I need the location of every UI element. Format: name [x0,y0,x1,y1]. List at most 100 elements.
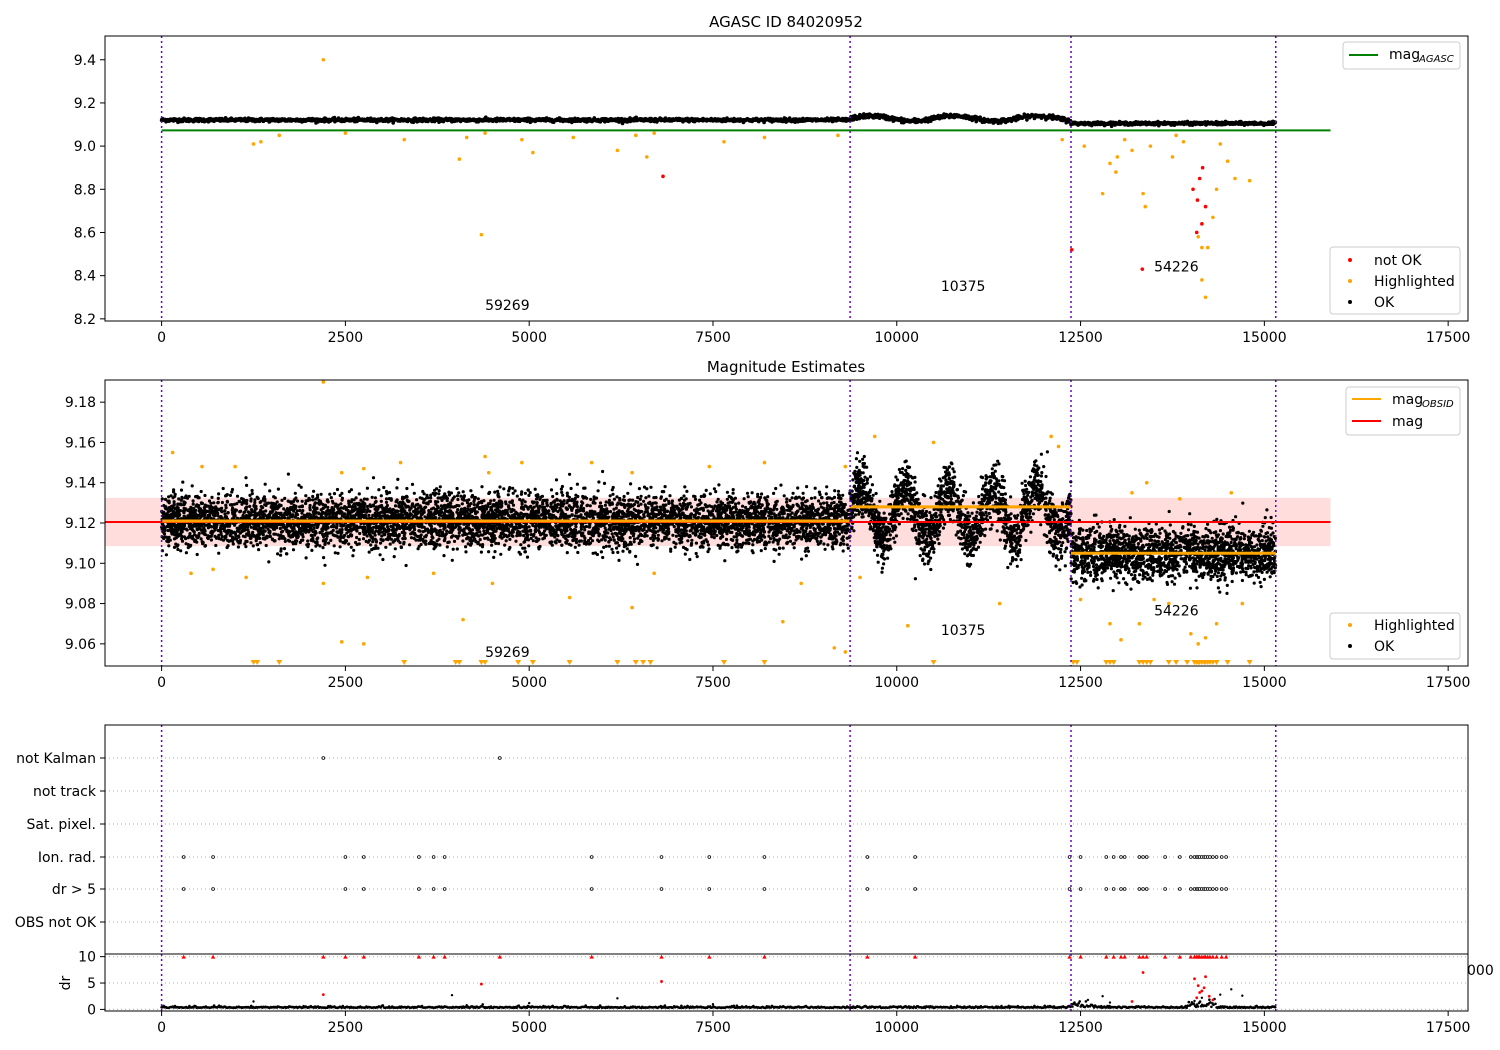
ok-point [450,558,454,562]
ok-point [464,550,468,554]
highlighted-point [464,135,469,140]
highlighted-point [1082,144,1087,148]
ok-point [659,496,663,500]
panel-1-ytick-label: 8.6 [74,225,96,241]
ok-point [612,497,617,501]
ok-point [335,487,340,492]
ok-point [805,485,809,489]
obsid-label: 59269 [485,298,530,314]
highlighted-point [1114,170,1118,174]
ok-point [365,497,369,501]
ok-point [833,527,837,531]
ok-point [734,502,738,506]
ok-point [351,554,355,558]
ok-point [746,495,750,499]
ok-point [311,498,315,502]
ok-point [443,492,447,496]
not-ok-point [1197,176,1202,181]
ok-point [323,563,327,567]
ok-point [472,503,476,507]
ok-point [801,491,805,495]
ok-point [459,494,463,498]
ok-point [580,500,584,504]
highlighted-point [1233,176,1237,181]
ok-point [377,488,381,492]
legend-status-label: Highlighted [1374,274,1455,290]
ok-point [321,532,325,537]
ok-point [837,532,842,536]
not-ok-point [1194,230,1199,235]
highlighted-point [1200,245,1204,250]
ok-point [725,490,730,494]
ok-point [220,500,224,505]
ok-point [790,496,794,500]
ok-point [209,538,213,542]
ok-point [782,494,786,498]
panel-1-title: AGASC ID 84020952 [709,13,863,31]
ok-point [662,510,667,514]
ok-point [460,502,464,506]
ok-point [730,546,734,550]
ok-point [751,543,755,547]
ok-point [283,537,287,541]
highlighted-point [343,131,348,135]
ok-point [841,549,845,553]
highlighted-point [615,148,620,153]
ok-point [926,120,930,124]
highlighted-point [1214,187,1219,192]
ok-point [415,498,419,502]
ok-point [635,562,640,567]
ok-point [577,543,581,547]
ok-point [371,476,376,480]
ok-point [826,543,830,547]
ok-point [417,544,421,548]
panel-1-ytick-label: 8.8 [74,182,96,198]
ok-point [671,533,675,537]
ok-point [326,505,330,509]
highlighted-point [1174,133,1178,138]
ok-point [519,543,523,547]
ok-point [559,487,564,491]
ok-point [191,499,195,503]
ok-point [401,537,405,541]
ok-point [531,508,535,512]
ok-point [796,486,800,490]
ok-point [643,532,647,536]
ok-point [437,489,441,493]
ok-point [694,541,699,545]
ok-point [772,531,776,535]
ok-point [632,540,636,544]
ok-point [216,501,220,505]
ok-point [504,502,508,506]
ok-point [267,560,271,564]
ok-point [813,527,817,532]
ok-point [583,486,587,490]
highlighted-point [633,133,638,138]
ok-point [279,553,283,557]
ok-point [358,531,362,536]
ok-point [535,497,539,501]
ok-point [388,542,392,546]
not-ok-point [1200,165,1205,170]
ok-point [464,545,468,549]
highlighted-point [1170,155,1175,159]
highlighted-point [1181,139,1186,144]
ok-point [184,551,188,555]
not-ok-point [1195,198,1200,202]
panel-1-xtick-label: 2500 [328,330,364,346]
ok-point [374,499,378,504]
legend-status-swatch [1348,258,1352,262]
ok-point [293,491,297,495]
ok-point [622,498,627,502]
ok-point [785,497,789,501]
ok-point [367,550,371,554]
ok-point [336,551,340,555]
ok-point [689,505,694,509]
ok-point [199,489,203,494]
ok-point [560,490,564,494]
highlighted-point [251,142,256,146]
ok-point [347,499,351,503]
highlighted-point [1196,234,1200,239]
highlighted-point [457,157,462,161]
